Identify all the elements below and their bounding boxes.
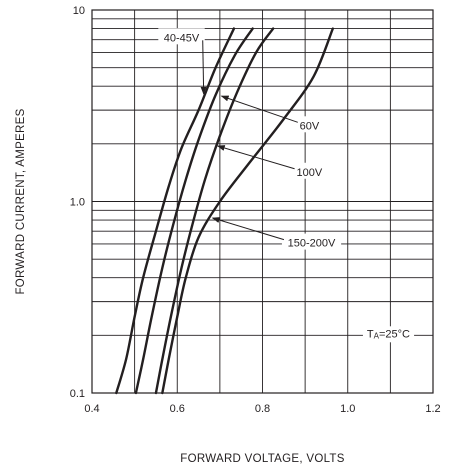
annotation-value: =25°C bbox=[379, 328, 410, 340]
series-label-100v: 100V bbox=[216, 145, 327, 179]
label-background bbox=[295, 116, 323, 133]
label-leader-arrow bbox=[216, 145, 295, 170]
tick-labels: 0.4 0.6 0.8 1.0 1.2 0.1 1.0 10 bbox=[70, 5, 441, 415]
series-line-40-45v bbox=[115, 27, 236, 395]
x-tick-label: 1.2 bbox=[425, 403, 440, 415]
label-background bbox=[292, 162, 327, 179]
annotation-background bbox=[362, 326, 415, 343]
label-leader-arrow bbox=[200, 40, 207, 95]
series-group bbox=[115, 27, 335, 395]
series-label-150-200v: 150-200V bbox=[211, 217, 342, 250]
label-background bbox=[281, 233, 342, 250]
series-label-text: 100V bbox=[297, 167, 323, 179]
series-label-40-45v: 40-45V bbox=[158, 28, 207, 95]
series-label-60v: 60V bbox=[220, 95, 323, 133]
temperature-annotation-text: TA=25°C bbox=[367, 328, 410, 340]
x-tick-label: 0.8 bbox=[255, 403, 270, 415]
x-tick-label: 0.4 bbox=[84, 403, 99, 415]
annotation-prefix: T bbox=[367, 328, 374, 340]
y-tick-label: 10 bbox=[73, 5, 85, 17]
temperature-annotation: TA=25°C bbox=[362, 326, 415, 343]
series-label-text: 60V bbox=[300, 120, 320, 132]
series-line-150-200v bbox=[161, 27, 335, 395]
x-axis-title: FORWARD VOLTAGE, VOLTS bbox=[180, 453, 344, 465]
y-tick-label: 0.1 bbox=[70, 388, 85, 400]
plot-frame bbox=[91, 9, 434, 394]
x-tick-label: 0.6 bbox=[170, 403, 185, 415]
series-label-text: 150-200V bbox=[288, 238, 336, 250]
annotation-subscript: A bbox=[374, 331, 380, 340]
label-background bbox=[158, 28, 205, 45]
series-label-text: 40-45V bbox=[164, 32, 200, 44]
series-line-100v bbox=[154, 27, 275, 395]
label-leader-arrow bbox=[220, 95, 298, 123]
y-axis-title: FORWARD CURRENT, AMPERES bbox=[15, 108, 27, 294]
y-tick-label: 1.0 bbox=[70, 197, 85, 209]
label-leader-arrow bbox=[211, 217, 285, 241]
x-tick-label: 1.0 bbox=[340, 403, 355, 415]
series-labels: 40-45V 60V 100V 150-200V bbox=[158, 28, 342, 250]
series-line-60v bbox=[134, 27, 254, 395]
